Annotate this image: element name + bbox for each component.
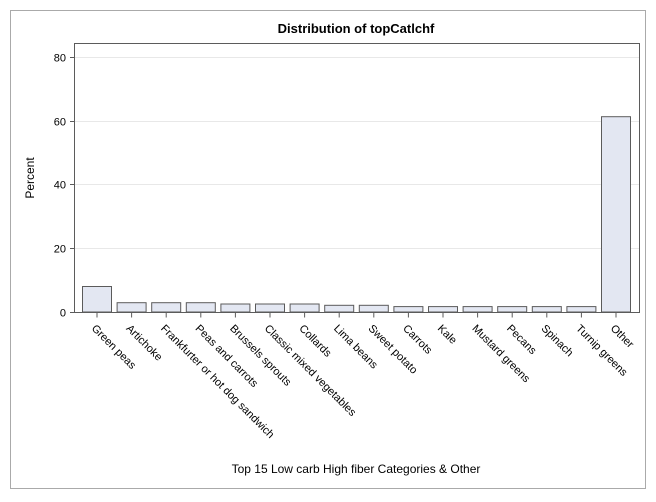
x-axis-label: Top 15 Low carb High fiber Categories & … [232, 462, 481, 476]
bar-5 [255, 303, 285, 313]
bar-9 [393, 306, 424, 313]
x-category-label: Pecans [504, 323, 539, 358]
plot-area-frame [74, 43, 640, 313]
bar-12 [497, 306, 528, 313]
y-tick-label: 60 [54, 117, 66, 129]
x-category-label: Peas and carrots [193, 323, 261, 391]
chart-title: Distribution of topCatlchf [278, 21, 435, 36]
bar-3 [185, 302, 216, 313]
y-tick-label: 40 [54, 180, 66, 192]
y-axis-label: Percent [23, 157, 37, 199]
bar-7 [324, 304, 355, 313]
bar-0 [82, 286, 112, 313]
y-tick-label: 20 [54, 244, 66, 256]
bar-8 [358, 304, 389, 313]
bar-1 [116, 302, 147, 313]
bar-15 [601, 116, 631, 313]
bar-4 [220, 303, 251, 313]
y-axis-ticks: 0 20 40 60 80 [54, 53, 75, 320]
gridlines [75, 57, 639, 249]
bar-2 [151, 302, 182, 313]
x-category-label: Kale [435, 323, 459, 347]
bar-13 [531, 306, 562, 313]
bars [82, 116, 631, 313]
bar-10 [428, 306, 458, 313]
bar-6 [289, 303, 320, 313]
outer-border [10, 10, 646, 489]
bar-11 [462, 306, 493, 313]
y-tick-label: 0 [60, 308, 66, 320]
x-category-label: Carrots [400, 323, 434, 357]
y-tick-label: 80 [54, 53, 66, 65]
x-category-label: Spinach [539, 323, 576, 360]
x-category-label: Brussels sprouts [227, 323, 293, 389]
bar-14 [566, 306, 597, 313]
x-category-label: Other [608, 323, 636, 351]
